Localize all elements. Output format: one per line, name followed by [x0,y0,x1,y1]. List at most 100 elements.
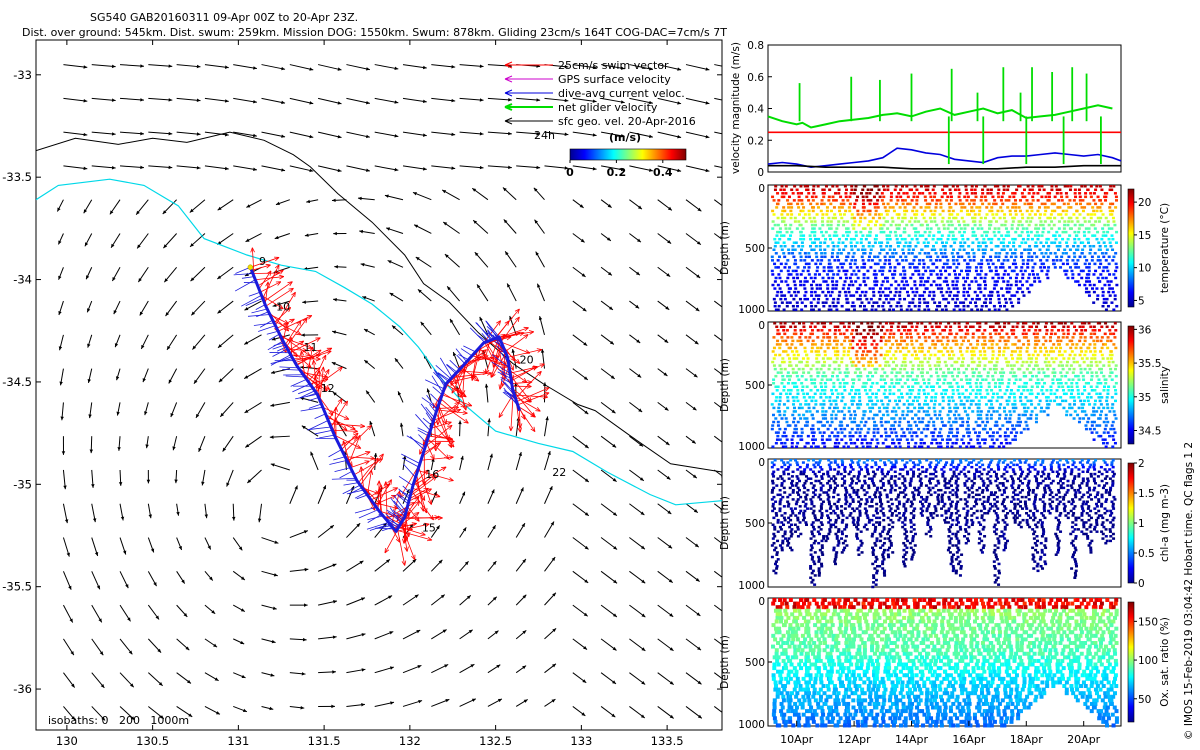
section-sample [797,367,801,371]
section-sample [862,413,866,417]
section-sample [952,262,956,266]
section-sample [835,396,839,399]
section-sample [858,220,862,223]
section-sample [931,237,935,241]
section-sample [978,206,982,209]
dac-vector [295,393,318,400]
section-sample [793,427,797,431]
swim-vector-head [401,560,407,566]
swim-vector-head [420,506,425,512]
section-sample [788,237,792,241]
section-sample [923,209,927,213]
section-sample [785,438,789,441]
section-sample [918,283,922,287]
section-sample [836,350,840,353]
geo-arrow-head [637,205,642,210]
section-sample [837,259,841,262]
section-sample [1006,185,1010,188]
section-sample [941,399,945,403]
section-sample [837,241,841,244]
section-sample [866,374,870,378]
section-sample [857,406,861,410]
section-sample [890,192,894,195]
section-sample [931,188,935,192]
section-sample [1078,195,1082,199]
section-sample [944,276,948,280]
section-sample [947,322,951,325]
section-sample [867,241,871,244]
geo-arrow-head [608,306,613,310]
swim-vector [288,340,304,352]
section-sample [1073,255,1077,259]
section-sample [1099,262,1103,266]
geo-arrow-shaft [233,64,257,70]
section-sample [1072,213,1076,216]
section-sample [962,287,966,290]
section-sample [931,244,935,248]
section-sample [955,427,959,431]
section-sample [786,213,790,216]
section-sample [846,227,850,230]
geo-arrow-head [502,187,507,192]
geo-arrow-shaft [572,97,597,103]
section-sample [951,255,955,259]
section-sample [1109,280,1113,283]
geo-arrow-shaft [148,64,173,67]
geo-arrow-head [246,204,251,208]
geo-arrow-head [444,664,449,668]
geo-arrow-head [140,98,144,102]
section-sample [795,188,799,192]
geo-arrow-head [71,683,75,688]
section-sample [898,223,902,227]
section-sample [850,420,854,424]
section-sample [821,357,825,360]
section-sample [890,325,894,329]
section-sample [1020,223,1024,227]
section-sample [834,389,838,392]
section-sample [968,287,972,290]
section-sample [1037,227,1041,230]
dac-vector [396,493,409,505]
section-sample [1002,188,1006,192]
section-sample [798,360,802,364]
geo-arrow-shaft [176,165,201,169]
geo-arrow-head [422,99,427,104]
section-sample [867,244,871,248]
geo-arrow-head [140,165,144,170]
section-sample [831,287,835,290]
geo-arrow-head [155,615,160,620]
section-sample [1011,237,1015,241]
section-sample [781,374,785,378]
section-sample [784,262,788,266]
section-sample [878,241,882,244]
swim-vector [499,332,521,339]
section-sample [770,255,774,259]
section-sample [1068,199,1072,202]
section-sample [863,252,867,255]
section-sample [820,199,824,202]
section-sample [931,389,935,392]
section-sample [805,392,809,396]
section-sample [1013,192,1017,195]
section-sample [806,185,810,188]
geo-arrow-head [271,337,276,341]
section-sample [821,424,825,427]
section-sample [1074,195,1078,199]
section-sample [908,266,912,269]
section-sample [843,427,847,431]
section-sample [787,195,791,199]
section-sample [852,206,856,209]
section-sample [980,195,984,199]
section-sample [856,325,860,329]
section-sample [929,220,933,223]
section-sample [868,389,872,392]
geo-arrow-head [214,677,219,681]
section-sample [957,220,961,223]
swim-vector [442,392,466,408]
section-sample [920,364,924,367]
section-sample [903,273,907,276]
section-sample [813,273,817,276]
section-sample [887,364,891,367]
section-sample [885,350,889,353]
section-sample [1096,297,1100,301]
